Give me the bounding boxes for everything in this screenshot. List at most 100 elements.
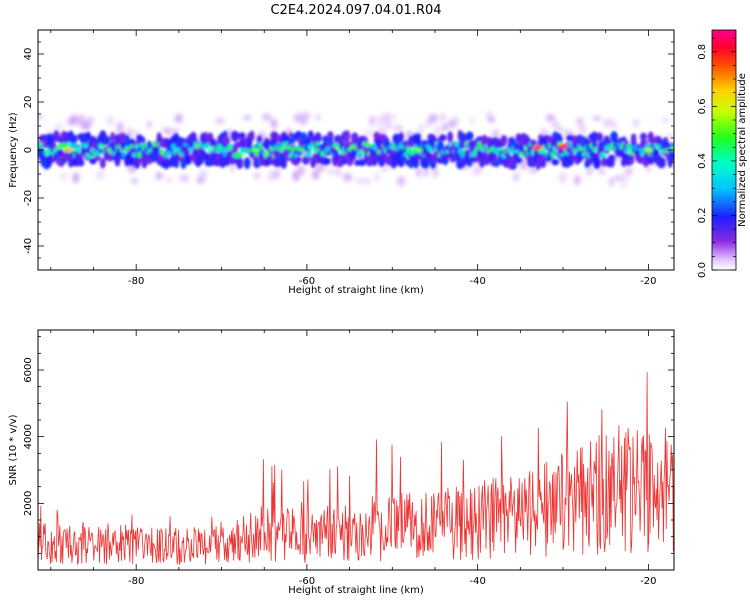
spectrogram-halo-cell [363,177,371,185]
spectrogram-band-cell [184,154,192,165]
spectrogram-halo-cell [381,167,387,172]
spectrogram-halo-cell [396,176,406,187]
spectrogram-core-cell [278,145,284,153]
spectrogram-halo-cell [645,166,651,172]
snr-y-tick-label: 4000 [23,424,34,449]
spectrogram-core-cell [44,149,49,156]
spectrogram-band-cell [89,158,97,165]
spectrogram-band-cell [249,130,255,142]
spectrogram-band-cell [595,132,604,142]
spectrogram-halo-cell [389,114,398,120]
spectrogram-halo-cell [546,114,555,122]
spectrogram-core-cell [219,147,226,153]
spectrogram-hotspot-core [645,148,651,152]
spectrogram-band-cell [173,158,180,169]
spectrogram-halo-cell [518,160,529,170]
spectrogram-band-cell [469,144,475,153]
spectrogram-halo-cell [183,174,189,182]
spectrogram-band-cell [99,157,106,169]
snr-y-tick-label: 2000 [23,491,34,516]
spectrogram-core-cell [269,145,274,152]
spectrogram-halo-cell [315,163,326,172]
spectrogram-halo-cell [301,111,311,122]
spectrogram-band-cell [652,148,660,156]
spectrogram-core-cell [403,152,409,157]
spectrogram-band-cell [243,157,251,170]
spectrogram-halo-cell [166,176,172,183]
snr-x-tick-label: -60 [299,576,315,587]
spectrogram-halo-cell [69,114,78,126]
spectrogram-core-cell [509,149,514,155]
spectrogram-halo-cell [107,115,113,126]
snr-x-tick-label: -80 [128,576,144,587]
spectrogram-halo-cell [254,172,260,180]
spectrogram-x-tick-label: -20 [640,276,656,287]
spectrogram-halo-cell [72,172,80,184]
spectrogram-band-cell [85,131,92,141]
spectrogram-x-tick-label: -80 [128,276,144,287]
spectrogram-band-cell [224,136,231,147]
spectrogram-halo-cell [243,115,251,121]
spectrogram-halo-cell [394,125,404,132]
spectrogram-band-cell [60,157,67,165]
spectrogram-y-tick-label: 20 [23,96,34,109]
spectrogram-band-cell [344,130,351,142]
colorbar-tick-label: 0.4 [697,153,708,169]
spectrogram-band-cell [189,132,197,141]
spectrogram-halo-cell [624,168,634,174]
snr-panel: -80 -60 -40 -20 2000 4000 6000 Height of strai… [8,329,675,596]
spectrogram-band-cell [647,132,654,142]
colorbar-tick-label: 0.8 [697,44,708,60]
spectrogram-band-cell [643,159,649,168]
spectrogram-halo-cell [196,177,205,184]
spectrogram-band-cell [447,131,454,143]
spectrogram-halo-cell [173,127,180,135]
spectrogram-band-cell [167,158,175,168]
spectrogram-band-cell [621,156,627,167]
snr-ticks: -80 -60 -40 -20 2000 4000 6000 [23,330,674,587]
spectrogram-band-cell [630,135,637,144]
spectrogram-core-cell [82,143,89,149]
spectrogram-band-cell [118,132,127,142]
spectrogram-y-tick-label: 0 [23,147,34,153]
spectrogram-band-cell [236,156,244,168]
spectrogram-x-tick-label: -60 [299,276,315,287]
spectrogram-halo-cell [163,127,170,134]
spectrogram-heatmap [38,111,674,189]
spectrogram-band-cell [500,135,507,147]
spectrogram-halo-cell [38,114,44,120]
spectrogram-halo-cell [614,175,624,181]
snr-frame [37,329,675,571]
spectrogram-band-cell [493,158,500,168]
spectrogram-halo-cell [416,167,421,178]
spectrogram-band-cell [535,158,541,170]
spectrogram-band-cell [69,134,78,145]
spectrogram-halo-cell [441,124,450,131]
spectrogram-band-cell [415,135,421,147]
spectrogram-halo-cell [315,114,322,120]
spectrogram-halo-cell [592,116,602,121]
spectrogram-band-cell [105,136,111,145]
spectrogram-halo-cell [450,117,460,123]
spectrogram-core-cell [286,145,291,151]
spectrogram-band-cell [358,159,366,167]
colorbar-tick-label: 0.2 [697,208,708,224]
spectrogram-band-cell [295,156,302,164]
spectrogram-halo-cell [433,165,438,178]
spectrogram-halo-cell [586,168,593,175]
spectrogram-halo-cell [270,118,278,129]
spectrogram-y-tick-label: -40 [23,238,34,254]
spectrogram-panel: -80 -60 -40 -20 -40 -20 0 20 40 Height of straig… [8,29,675,296]
colorbar: 0.0 0.2 0.4 0.6 0.8 Normalized spectral ampl… [697,29,748,278]
spectrogram-hotspot-core [534,146,540,149]
spectrogram-core-cell [237,151,243,159]
spectrogram-halo-cell [574,175,581,186]
spectrogram-halo-cell [95,170,106,180]
spectrogram-band-cell [110,131,116,143]
spectrogram-band-cell [77,159,85,167]
spectrogram-halo-cell [169,127,174,138]
spectrogram-band-cell [398,132,404,142]
spectrogram-core-cell [364,141,370,148]
spectrogram-halo-cell [364,129,374,136]
